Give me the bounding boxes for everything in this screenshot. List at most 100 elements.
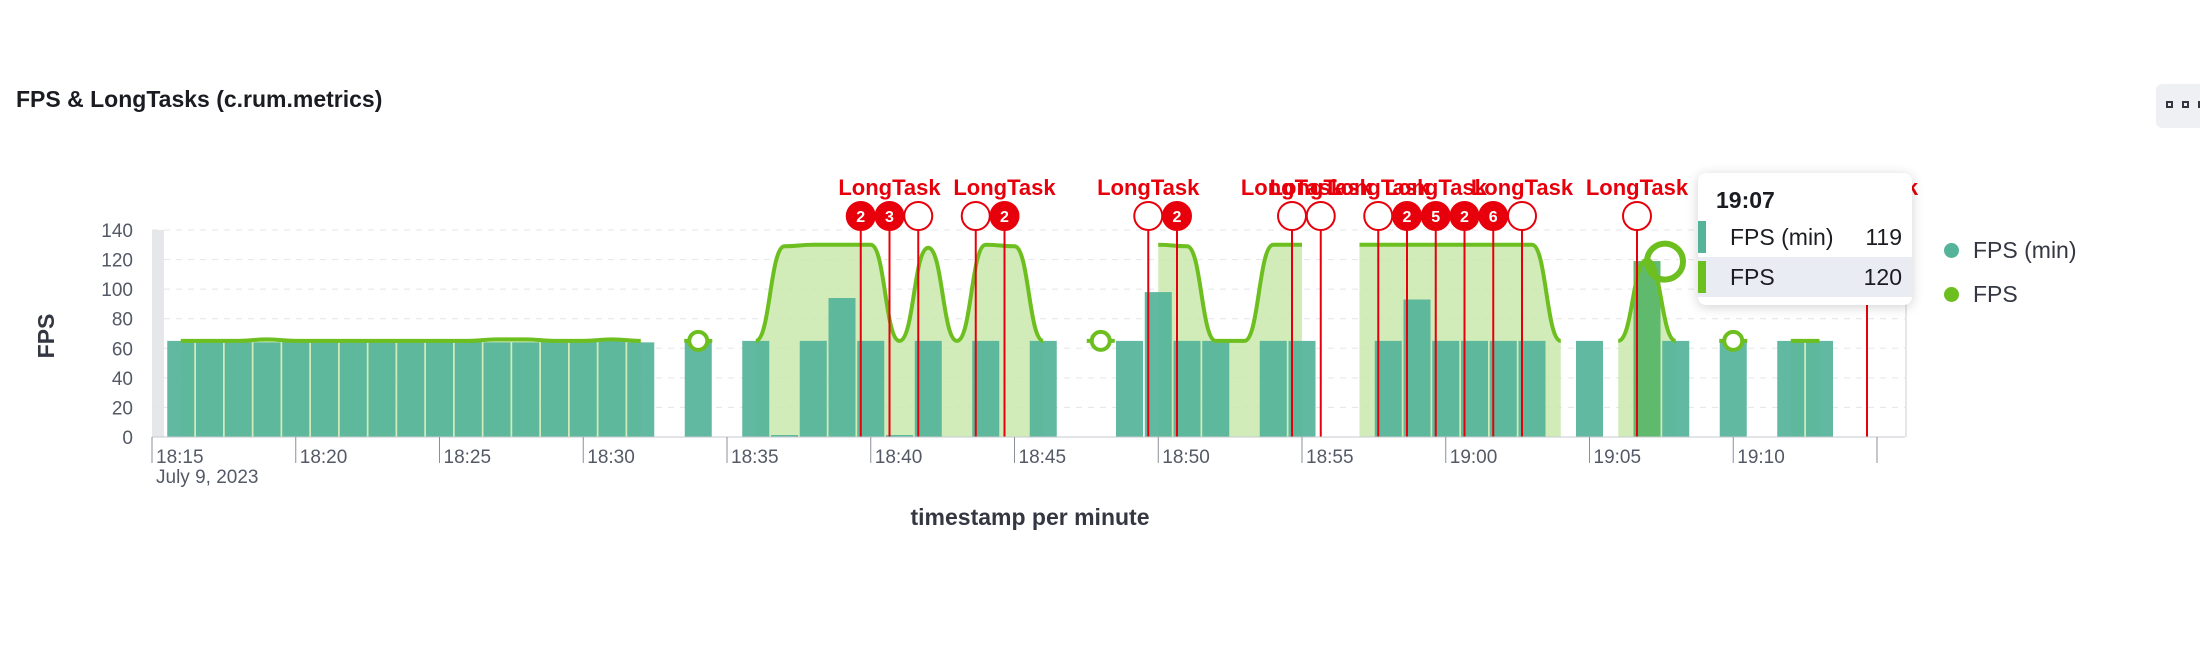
fps-point xyxy=(1089,329,1112,352)
fps-min-bar xyxy=(1202,340,1230,437)
longtask-marker xyxy=(903,201,934,231)
chart-legend: FPS (min) FPS xyxy=(1940,228,2077,316)
y-axis-title: FPS xyxy=(33,314,59,359)
x-tick-label: 18:30 xyxy=(587,447,635,468)
longtask-count: 2 xyxy=(1000,209,1009,226)
x-tick-label: 19:10 xyxy=(1737,447,1785,468)
longtask-label: LongTask xyxy=(1241,175,1344,200)
fps-min-bar xyxy=(569,340,597,437)
panel-options-button[interactable] xyxy=(2156,84,2200,128)
fps-min-bar xyxy=(512,342,540,437)
y-tick-label: 80 xyxy=(112,310,133,331)
legend-label: FPS xyxy=(1973,280,2018,307)
fps-min-bar xyxy=(426,342,453,437)
axes: 0 20 40 60 80 100 120 140 18:15 18:20 18:25 18:30 18… xyxy=(101,221,1905,468)
fps-min-bar xyxy=(828,298,856,437)
longtask-label: LongTask xyxy=(1471,175,1574,200)
fps-min-bar xyxy=(1576,340,1603,437)
y-tick-label: 100 xyxy=(101,280,133,301)
longtask-marker xyxy=(989,201,1020,231)
tooltip-label: FPS xyxy=(1730,263,1775,290)
legend-label: FPS (min) xyxy=(1973,236,2077,263)
highlight-point xyxy=(1644,240,1686,283)
legend-item-fps-min[interactable]: FPS (min) xyxy=(1940,228,2077,272)
fps-min-bar xyxy=(1719,340,1747,437)
longtask-marker xyxy=(1162,201,1192,231)
fps-min-bar xyxy=(1259,340,1287,437)
boxes-horizontal-icon xyxy=(2198,101,2200,108)
x-tick-label: 18:35 xyxy=(731,447,779,468)
longtask-count: 3 xyxy=(885,209,894,226)
x-tick-label: 18:20 xyxy=(300,447,348,468)
x-tick-label: 18:25 xyxy=(444,447,492,468)
panel-title: FPS & LongTasks (c.rum.metrics) xyxy=(16,86,383,112)
longtask-label: LongTask xyxy=(1270,175,1373,200)
fps-min-bar xyxy=(742,340,770,437)
fps-min-bar xyxy=(167,340,195,437)
longtask-label: LongTask xyxy=(1327,175,1430,200)
tooltip-title: 19:07 xyxy=(1716,187,1775,213)
x-tick-label: 18:40 xyxy=(875,447,923,468)
fps-point xyxy=(1722,329,1745,352)
fps-line xyxy=(180,337,641,343)
plot-left-band xyxy=(152,230,164,437)
fps-min-bar xyxy=(368,342,396,437)
boxes-horizontal-icon xyxy=(2166,101,2173,108)
x-tick-label: 18:15 xyxy=(156,447,204,468)
longtask-count: 2 xyxy=(856,209,865,226)
y-tick-label: 40 xyxy=(112,369,133,390)
fps-min-bar xyxy=(1029,340,1057,437)
fps-min-bar xyxy=(541,340,568,437)
boxes-horizontal-icon xyxy=(2182,101,2189,108)
x-tick-label: 18:50 xyxy=(1162,447,1210,468)
tooltip-row-fps: FPS 120 xyxy=(1698,257,1912,297)
fps-min-bar xyxy=(253,342,281,437)
fps-min-bar xyxy=(771,435,798,437)
x-axis-title: timestamp per minute xyxy=(911,504,1150,530)
longtask-marker xyxy=(1277,201,1307,231)
fps-min-bar xyxy=(282,340,310,437)
plot-right-edge xyxy=(1905,230,1907,437)
longtask-marker xyxy=(1622,201,1652,231)
x-tick-label: 18:55 xyxy=(1306,447,1354,468)
fps-min-bar xyxy=(1777,340,1805,437)
fps-line xyxy=(1359,242,1562,343)
legend-item-fps[interactable]: FPS xyxy=(1940,272,2077,316)
x-axis-date-label: July 9, 2023 xyxy=(156,467,258,488)
fps-min-bar xyxy=(1662,340,1690,437)
longtask-label: LongTask xyxy=(1097,175,1200,200)
legend-dot-icon xyxy=(1944,242,1959,258)
longtask-label: LongTask xyxy=(1586,175,1689,200)
longtask-marker xyxy=(1133,201,1164,231)
longtask-marker xyxy=(1305,201,1336,231)
longtask-count: 2 xyxy=(1173,209,1182,226)
y-tick-label: 60 xyxy=(112,339,133,360)
longtask-count: 2 xyxy=(1403,209,1412,226)
fps-min-bar xyxy=(598,340,626,437)
legend-dot-icon xyxy=(1944,286,1959,302)
y-tick-label: 0 xyxy=(122,428,133,449)
fps-min-bar xyxy=(483,342,511,437)
fps-min-bar xyxy=(1806,340,1833,437)
longtask-marker xyxy=(1507,201,1537,231)
fps-min-bar xyxy=(397,340,425,437)
x-tick-label: 19:00 xyxy=(1450,447,1498,468)
fps-min-bar xyxy=(311,340,338,437)
fps-min-bar xyxy=(1116,340,1143,437)
fps-point xyxy=(687,329,710,352)
fps-min-bar xyxy=(454,340,482,437)
fps-min-bar xyxy=(627,342,655,437)
tooltip-row-fps-min: FPS (min) 119 xyxy=(1698,217,1912,257)
x-tick-label: 18:45 xyxy=(1019,447,1067,468)
fps-line xyxy=(1158,242,1302,343)
y-tick-label: 120 xyxy=(101,251,133,272)
longtask-count: 2 xyxy=(1460,209,1469,226)
fps-line-series xyxy=(180,240,1820,352)
fps-line xyxy=(754,242,1045,343)
longtask-label: LongTask xyxy=(1385,175,1488,200)
fps-min-bar xyxy=(684,340,712,437)
longtask-marker xyxy=(1363,201,1394,231)
fps-min-bar xyxy=(799,340,827,437)
